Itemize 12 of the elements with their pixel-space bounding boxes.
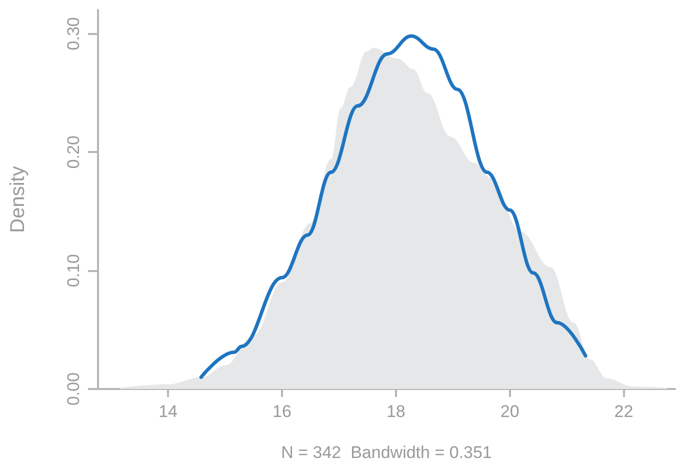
x-tick-label: 16 bbox=[272, 402, 292, 421]
x-tick-label: 20 bbox=[500, 402, 520, 421]
y-axis-title: Density bbox=[7, 166, 29, 233]
line-series bbox=[199, 34, 588, 379]
x-tick-label: 22 bbox=[614, 402, 634, 421]
y-tick-label: 0.00 bbox=[64, 372, 83, 406]
x-axis-title: N = 342 Bandwidth = 0.351 bbox=[281, 443, 492, 462]
x-tick-label: 18 bbox=[386, 402, 406, 421]
x-tick-label: 14 bbox=[158, 402, 178, 421]
y-tick-label: 0.30 bbox=[64, 17, 83, 50]
y-tick-label: 0.10 bbox=[64, 254, 83, 288]
y-tick-label: 0.20 bbox=[64, 136, 83, 169]
